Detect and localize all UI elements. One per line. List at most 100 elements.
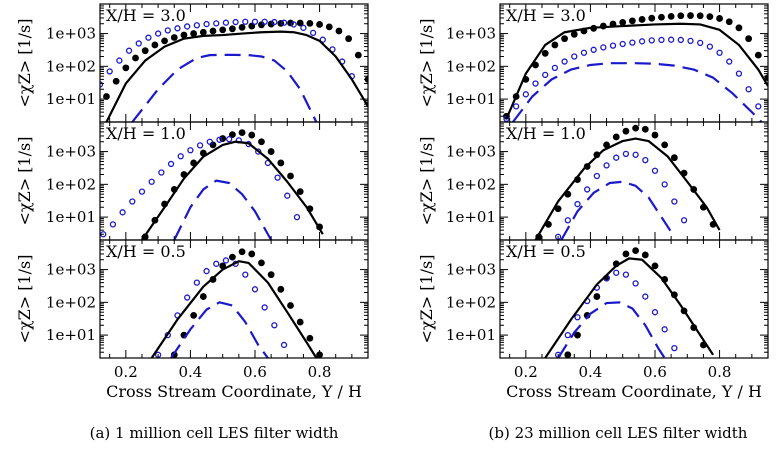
y-tick-label: 1e+02 bbox=[446, 175, 496, 193]
data-point bbox=[125, 47, 133, 54]
data-point bbox=[300, 24, 307, 31]
data-point bbox=[345, 35, 353, 43]
series-open-circles bbox=[554, 150, 688, 240]
data-point bbox=[651, 167, 659, 174]
data-point bbox=[158, 169, 165, 176]
panel-frame bbox=[499, 239, 769, 359]
data-point bbox=[564, 351, 572, 358]
data-point bbox=[622, 250, 630, 258]
data-point bbox=[622, 127, 630, 135]
data-point bbox=[258, 259, 265, 267]
data-point bbox=[251, 286, 259, 293]
data-point bbox=[561, 58, 568, 65]
y-tick-label: 1e+03 bbox=[46, 25, 96, 43]
data-point bbox=[222, 19, 230, 26]
panel-2: 1e+01 1e+02 1e+03 X/H = 0.5 <χZ> [1/s] bbox=[417, 239, 769, 359]
data-point bbox=[287, 19, 294, 27]
y-tick-label: 1e+02 bbox=[46, 57, 96, 75]
data-point bbox=[325, 23, 333, 31]
data-point bbox=[109, 221, 117, 228]
data-point bbox=[180, 31, 188, 39]
data-point bbox=[735, 70, 743, 77]
data-point bbox=[206, 138, 213, 145]
data-point bbox=[541, 49, 549, 57]
series-solid-line bbox=[150, 260, 318, 358]
series-dashed-line bbox=[170, 301, 269, 358]
data-point bbox=[145, 34, 152, 41]
data-point bbox=[190, 311, 198, 319]
data-point bbox=[100, 81, 104, 88]
data-point bbox=[574, 200, 581, 208]
data-point bbox=[238, 129, 246, 136]
data-point bbox=[628, 17, 636, 25]
data-point bbox=[280, 19, 288, 26]
series-dashed-line bbox=[557, 301, 666, 358]
data-point bbox=[287, 172, 294, 180]
x-axis-title: Cross Stream Coordinate, Y / H bbox=[106, 382, 362, 401]
data-point bbox=[184, 23, 191, 30]
data-point bbox=[258, 21, 265, 29]
data-point bbox=[671, 344, 678, 352]
data-point bbox=[680, 217, 688, 224]
data-point bbox=[670, 154, 678, 162]
data-point bbox=[619, 18, 627, 26]
data-point bbox=[255, 148, 262, 155]
data-point bbox=[706, 43, 714, 50]
series-solid-line bbox=[544, 257, 715, 358]
data-point bbox=[228, 131, 236, 139]
data-point bbox=[648, 14, 656, 22]
data-point bbox=[677, 12, 685, 20]
y-tick-label: 1e+01 bbox=[46, 326, 96, 344]
data-point bbox=[277, 159, 285, 167]
data-point bbox=[154, 30, 162, 37]
data-point bbox=[271, 322, 278, 329]
data-point bbox=[570, 30, 578, 38]
series-filled-dots bbox=[103, 19, 368, 100]
y-tick-label: 1e+03 bbox=[46, 143, 96, 161]
panel-frame bbox=[99, 239, 369, 359]
data-point bbox=[745, 35, 753, 43]
data-point bbox=[571, 53, 578, 60]
data-point bbox=[632, 280, 639, 287]
data-point bbox=[584, 186, 591, 193]
data-point bbox=[228, 253, 236, 261]
data-point bbox=[209, 27, 217, 35]
data-point bbox=[696, 12, 704, 20]
data-point bbox=[296, 188, 304, 196]
data-point bbox=[754, 51, 762, 59]
data-point bbox=[638, 38, 646, 45]
data-point bbox=[600, 44, 607, 51]
data-point bbox=[603, 141, 610, 149]
data-point bbox=[161, 37, 168, 45]
data-point bbox=[622, 150, 630, 158]
data-point bbox=[593, 293, 601, 300]
series-dashed-line bbox=[512, 62, 763, 122]
y-tick-label: 1e+02 bbox=[446, 293, 496, 311]
data-point bbox=[216, 136, 223, 143]
data-point bbox=[667, 12, 675, 20]
data-point bbox=[574, 331, 581, 339]
data-point bbox=[222, 257, 230, 264]
y-tick-label: 1e+03 bbox=[446, 143, 496, 161]
data-point bbox=[642, 156, 649, 164]
data-point bbox=[561, 35, 568, 43]
data-point bbox=[203, 267, 210, 275]
data-point bbox=[106, 68, 113, 75]
data-point bbox=[274, 174, 281, 181]
series-solid-line bbox=[534, 137, 721, 240]
x-tick-label: 0.2 bbox=[514, 363, 538, 381]
data-point bbox=[590, 46, 597, 53]
data-point bbox=[726, 58, 733, 65]
y-axis-title: <χZ> [1/s] bbox=[417, 255, 436, 344]
data-point bbox=[755, 103, 762, 110]
data-point bbox=[209, 141, 217, 149]
data-point bbox=[296, 318, 304, 326]
series-filled-dots bbox=[141, 129, 323, 240]
y-tick-label: 1e+02 bbox=[46, 175, 96, 193]
x-tick-label: 0.4 bbox=[578, 363, 602, 381]
data-point bbox=[716, 49, 723, 56]
data-point bbox=[135, 40, 142, 47]
data-point bbox=[190, 30, 198, 37]
x-tick-label: 0.4 bbox=[178, 363, 202, 381]
